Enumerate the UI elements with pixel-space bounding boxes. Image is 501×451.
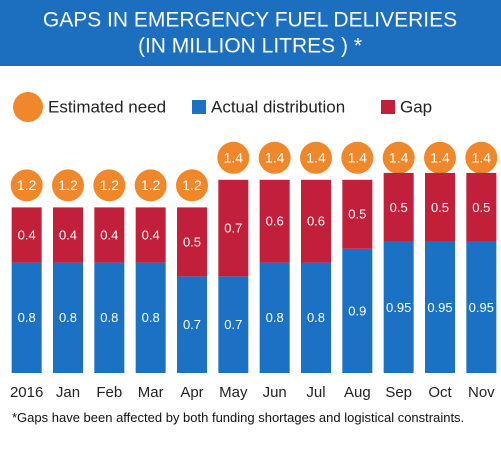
value-label: 0.8 <box>142 310 160 325</box>
x-tick-label: Aug <box>344 384 371 401</box>
value-label: 0.4 <box>100 227 118 242</box>
bar-segment <box>135 262 166 373</box>
value-label: 0.6 <box>266 214 284 229</box>
value-label: 1.2 <box>141 177 161 193</box>
bar-segment <box>177 276 207 373</box>
value-label: 0.7 <box>224 317 242 332</box>
need-marker <box>93 169 126 202</box>
legend-label: Actual distribution <box>211 97 345 116</box>
need-marker <box>382 141 415 174</box>
value-label: 0.7 <box>224 221 242 236</box>
bar-segment <box>425 172 455 242</box>
value-label: 0.5 <box>348 207 366 222</box>
value-label: 0.5 <box>390 200 408 215</box>
bar-segment <box>466 172 497 242</box>
chart-title: GAPS IN EMERGENCY FUEL DELIVERIES <box>43 9 457 32</box>
need-marker <box>300 141 332 174</box>
value-label: 0.95 <box>427 300 452 315</box>
need-marker <box>258 141 291 174</box>
value-label: 1.4 <box>430 150 450 166</box>
need-marker <box>424 141 456 174</box>
value-label: 1.2 <box>17 177 37 193</box>
bar-segment <box>259 262 290 373</box>
bar-segment <box>383 241 414 373</box>
bar-segment <box>218 276 249 373</box>
value-label: 0.7 <box>183 317 201 332</box>
value-label: 0.4 <box>59 227 77 242</box>
bar-segment <box>342 179 373 249</box>
value-label: 0.5 <box>183 234 201 249</box>
need-marker <box>52 169 84 202</box>
bar-segment <box>53 262 83 373</box>
x-tick-label: Nov <box>468 384 495 401</box>
bar-segment <box>94 207 125 263</box>
bar-segment <box>466 241 497 373</box>
x-tick-label: Feb <box>96 384 122 401</box>
value-label: 1.4 <box>389 150 409 166</box>
value-label: 0.5 <box>472 200 490 215</box>
bar-segment <box>11 207 42 263</box>
value-label: 0.8 <box>307 310 325 325</box>
value-label: 1.4 <box>224 150 244 166</box>
value-label: 0.8 <box>100 310 118 325</box>
footnote: *Gaps have been affected by both funding… <box>12 410 465 425</box>
value-label: 1.2 <box>58 177 78 193</box>
bar-segment <box>11 262 42 373</box>
value-label: 0.95 <box>386 300 411 315</box>
need-marker <box>217 141 250 174</box>
value-label: 0.6 <box>307 214 325 229</box>
bar-segment <box>301 262 331 373</box>
value-label: 0.8 <box>59 310 77 325</box>
legend-marker <box>192 100 206 114</box>
value-label: 1.4 <box>265 150 285 166</box>
bar-segment <box>218 179 249 277</box>
value-label: 0.9 <box>348 303 366 318</box>
bar-segment <box>383 172 414 242</box>
need-marker <box>341 141 374 174</box>
header-band <box>0 0 501 66</box>
need-marker <box>134 169 167 202</box>
bar-segment <box>135 207 166 263</box>
chart-subtitle: (IN MILLION LITRES ) * <box>138 35 362 58</box>
legend-label: Estimated need <box>48 97 166 116</box>
bar-segment <box>259 179 290 263</box>
value-label: 0.8 <box>18 310 36 325</box>
x-tick-label: Jul <box>306 384 325 401</box>
value-label: 0.95 <box>469 300 494 315</box>
need-marker <box>10 169 43 202</box>
bar-segment <box>94 262 125 373</box>
x-tick-label: May <box>219 384 248 401</box>
bar-segment <box>342 248 373 373</box>
value-label: 1.4 <box>472 150 492 166</box>
need-marker <box>176 169 208 202</box>
x-tick-label: Apr <box>180 384 203 401</box>
value-label: 1.2 <box>100 177 120 193</box>
x-tick-label: Oct <box>428 384 452 401</box>
x-tick-label: Mar <box>138 384 164 401</box>
need-marker <box>465 141 498 174</box>
value-label: 0.4 <box>142 227 160 242</box>
bar-segment <box>301 179 331 263</box>
value-label: 0.5 <box>431 200 449 215</box>
bar-segment <box>425 241 455 373</box>
x-tick-label: Sep <box>385 384 412 401</box>
x-tick-label: Jun <box>263 384 287 401</box>
legend-label: Gap <box>400 97 432 116</box>
x-tick-label: Jan <box>56 384 80 401</box>
bar-segment <box>53 207 83 263</box>
value-label: 0.4 <box>18 227 36 242</box>
value-label: 1.2 <box>182 177 202 193</box>
value-label: 0.8 <box>266 310 284 325</box>
value-label: 1.4 <box>348 150 368 166</box>
x-tick-label: 2016 <box>10 384 43 401</box>
legend-marker <box>381 100 395 114</box>
legend-marker <box>13 92 43 122</box>
bar-segment <box>177 207 207 277</box>
value-label: 1.4 <box>306 150 326 166</box>
